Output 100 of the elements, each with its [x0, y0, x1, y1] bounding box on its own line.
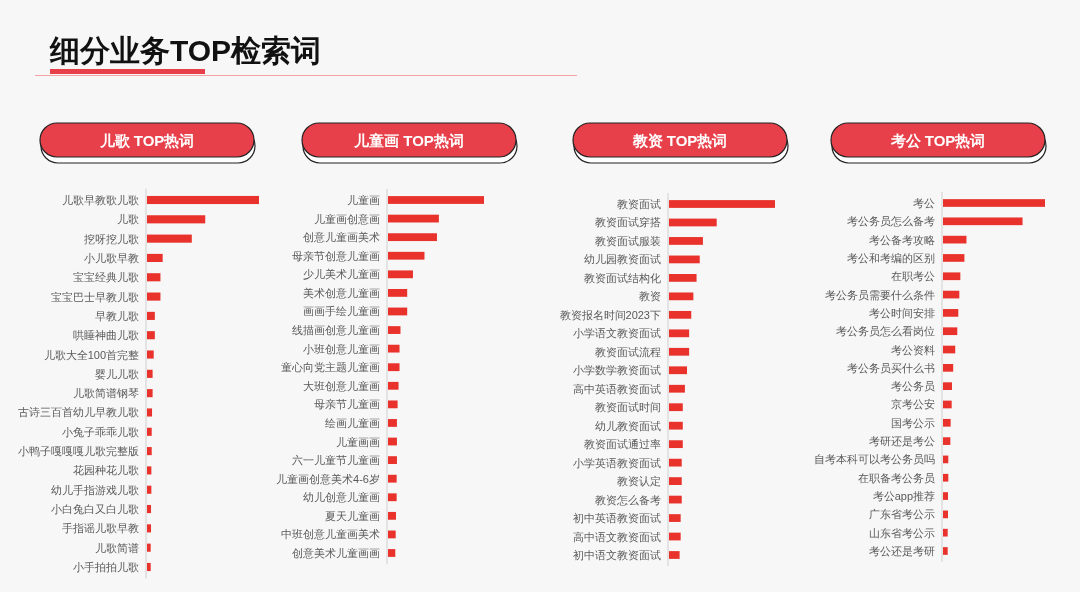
bar: [669, 421, 683, 430]
bar: [669, 477, 682, 485]
bar: [943, 418, 951, 427]
y-tick-label: 京考公安: [891, 398, 935, 411]
bar: [669, 384, 685, 393]
y-tick-label: 教资面试穿搭: [595, 216, 661, 229]
bar: [388, 456, 397, 465]
bar: [943, 382, 952, 390]
bar: [669, 200, 775, 208]
y-tick-label: 早教儿歌: [95, 309, 139, 322]
bar: [943, 199, 1045, 207]
bar: [147, 292, 161, 301]
bar: [388, 214, 439, 223]
bar: [388, 381, 399, 390]
bar: [388, 363, 400, 372]
y-tick-label: 考公务员买什么书: [847, 361, 935, 374]
y-tick-label: 母亲节儿童画: [314, 398, 380, 411]
y-tick-label: 大班创意儿童画: [303, 379, 380, 392]
bar: [669, 310, 692, 319]
y-tick-label: 考公和考编的区别: [847, 251, 935, 264]
y-tick-label: 儿歌简谱: [95, 541, 139, 554]
y-tick-label: 幼儿园教资面试: [584, 253, 661, 266]
bar: [147, 505, 152, 514]
y-tick-label: 教资面试流程: [595, 345, 661, 358]
y-tick-label: 广东省考公示: [869, 508, 935, 521]
bar: [669, 329, 690, 338]
y-tick-label: 哄睡神曲儿歌: [73, 329, 139, 342]
bar: [943, 364, 954, 372]
y-tick-label: 婴儿儿歌: [95, 367, 139, 380]
bar: [669, 403, 683, 412]
bar: [147, 311, 155, 320]
y-tick-label: 六一儿童节儿童画: [292, 454, 380, 467]
y-tick-label: 考公还是考研: [869, 545, 935, 557]
bar: [147, 331, 155, 340]
y-tick-label: 小兔子乖乖儿歌: [62, 425, 139, 438]
y-tick-label: 儿歌大全100首完整: [43, 348, 139, 361]
bar: [943, 510, 948, 519]
y-tick-label: 花园种花儿歌: [73, 464, 139, 477]
y-tick-label: 中班创意儿童画美术: [281, 528, 380, 541]
bar: [388, 344, 400, 353]
bar: [943, 254, 965, 262]
bar: [388, 419, 397, 427]
bar: [388, 270, 413, 279]
y-tick-label: 小班创意儿童画: [303, 342, 380, 355]
y-tick-label: 教资: [639, 290, 661, 303]
bar: [669, 292, 694, 301]
bar: [943, 547, 948, 555]
y-tick-label: 考公资料: [891, 343, 935, 356]
y-tick-label: 夏天儿童画: [325, 509, 380, 522]
bar: [669, 274, 697, 282]
y-tick-label: 考公备考攻略: [869, 233, 935, 246]
y-tick-label: 国考公示: [891, 416, 935, 429]
y-tick-label: 在职考公: [891, 270, 935, 283]
bar: [147, 447, 152, 456]
y-tick-label: 绘画儿童画: [325, 416, 380, 429]
bar: [147, 485, 152, 494]
bar: [147, 350, 154, 359]
bar: [669, 237, 703, 245]
y-tick-label: 创意美术儿童画画: [292, 547, 380, 559]
y-tick-label: 考公务员怎么备考: [847, 215, 935, 228]
bar: [943, 309, 959, 317]
bar: [147, 524, 152, 533]
y-tick-label: 手指谣儿歌早教: [62, 522, 139, 535]
y-tick-label: 初中英语教资面试: [573, 512, 661, 525]
chart-title: 儿歌 TOP热词: [98, 132, 195, 149]
bar: [388, 511, 396, 520]
bar: [943, 217, 1023, 226]
bar: [669, 532, 681, 541]
bar: [669, 495, 682, 504]
y-tick-label: 儿童画画: [336, 435, 380, 448]
y-tick-label: 教资面试结构化: [584, 271, 661, 284]
y-tick-label: 考公务员需要什么条件: [825, 288, 935, 301]
bar: [943, 473, 949, 482]
y-tick-label: 儿歌简谱钢琴: [73, 387, 139, 400]
bar: [669, 551, 680, 559]
bar: [147, 466, 152, 475]
y-tick-label: 小学英语教资面试: [573, 456, 661, 469]
bar: [388, 530, 396, 539]
bar: [943, 437, 951, 445]
bar: [388, 400, 398, 409]
bar: [388, 288, 408, 297]
y-tick-label: 考研还是考公: [869, 435, 935, 448]
y-tick-label: 小学语文教资面试: [573, 327, 661, 340]
bar: [147, 408, 153, 417]
bar: [147, 427, 152, 436]
y-tick-label: 小白兔白又白儿歌: [51, 503, 139, 516]
bar: [943, 272, 961, 281]
y-tick-label: 儿童画创意画: [314, 212, 380, 225]
y-tick-label: 高中英语教资面试: [573, 382, 661, 395]
y-tick-label: 初中语文教资面试: [573, 549, 661, 561]
bar: [147, 253, 163, 262]
y-tick-label: 山东省考公示: [869, 526, 935, 539]
bar: [388, 493, 397, 502]
y-tick-label: 小鸭子嘎嘎嘎儿歌完整版: [18, 445, 139, 458]
y-tick-label: 考公务员: [891, 380, 935, 393]
text: 细分业务TOP检索词: [49, 34, 322, 67]
y-tick-label: 宝宝经典儿歌: [73, 271, 139, 284]
bar: [388, 251, 425, 260]
bar: [147, 389, 153, 398]
bar: [669, 458, 682, 467]
